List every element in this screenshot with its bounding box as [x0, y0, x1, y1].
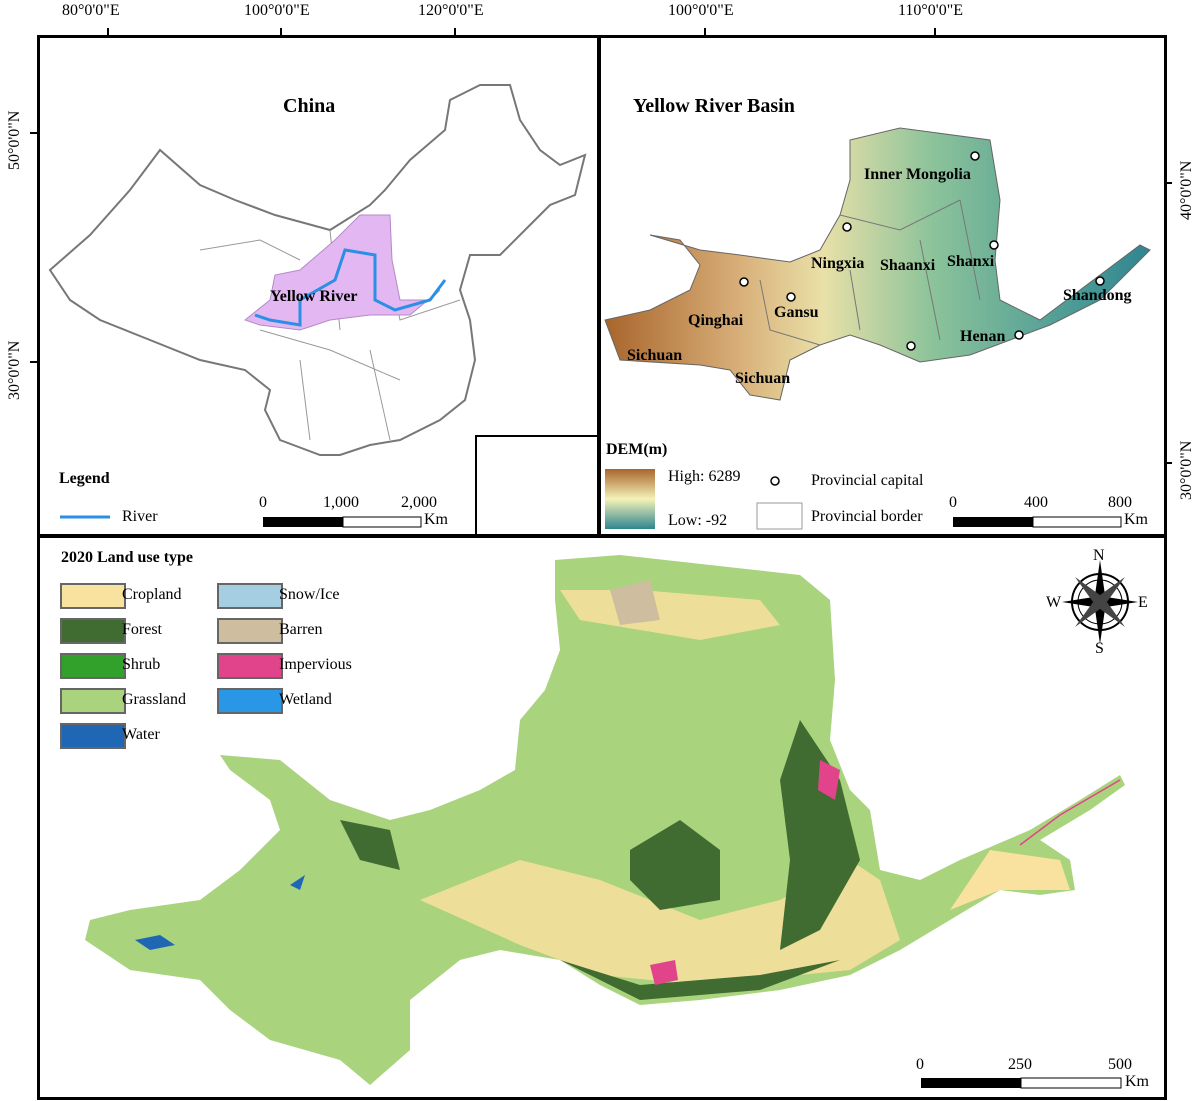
scale-label: 400 [1024, 494, 1048, 511]
province-label: Inner Mongolia [864, 166, 971, 183]
legend-label: Grassland [122, 691, 186, 708]
lat-tick: 50°0'0"N [6, 110, 23, 170]
provincial-capitals [739, 151, 1105, 486]
dem-low-label: Low: -92 [668, 512, 728, 529]
impervious-area [650, 960, 678, 985]
impervious-area [818, 760, 840, 800]
lon-tick: 110°0'0"E [898, 2, 963, 19]
province-label: Sichuan [735, 370, 791, 387]
province-label: Qinghai [688, 312, 744, 329]
legend-swatch-grassland [60, 688, 126, 714]
lon-tick: 120°0'0"E [418, 2, 484, 19]
province-label: Sichuan [627, 347, 683, 364]
legend-label: Impervious [279, 656, 352, 673]
legend-swatch-forest [60, 618, 126, 644]
lon-tick: 100°0'0"E [244, 2, 310, 19]
legend-label: Shrub [122, 656, 161, 673]
provincial-borders [759, 199, 981, 346]
province-label: Shaanxi [880, 257, 936, 274]
legend-swatch-water [60, 723, 126, 749]
legend-title: Legend [59, 470, 110, 487]
dem-colorbar [605, 469, 655, 529]
legend-swatch-barren [217, 618, 283, 644]
province-label: Gansu [774, 304, 819, 321]
yellow-river-line [254, 248, 447, 327]
forest-area [560, 960, 840, 1000]
legend-river-label: River [122, 508, 158, 525]
legend-label: Cropland [122, 586, 182, 603]
compass-e: E [1138, 594, 1148, 611]
legend-label: Water [122, 726, 160, 743]
scale-unit: Km [1125, 1073, 1149, 1090]
cropland-area [420, 860, 900, 985]
legend-swatch-impervious [217, 653, 283, 679]
scale-label: 2,000 [401, 494, 437, 511]
compass-s: S [1095, 640, 1104, 657]
province-label: Henan [960, 328, 1006, 345]
province-label: Shandong [1063, 287, 1132, 304]
dem-legend-title: DEM(m) [606, 441, 668, 458]
legend-label: Snow/Ice [279, 586, 340, 603]
water-area [290, 875, 305, 890]
compass-n: N [1093, 547, 1105, 564]
legend-label: Forest [122, 621, 162, 638]
land-use-panel [37, 535, 1167, 1100]
scale-label: 0 [259, 494, 267, 511]
lat-tick: 30°0'0"N [6, 340, 23, 400]
legend-swatch-wetland [217, 688, 283, 714]
china-title: China [283, 95, 336, 117]
basin-title: Yellow River Basin [633, 95, 795, 117]
capital-legend-label: Provincial capital [811, 472, 924, 489]
forest-area [630, 820, 720, 910]
lon-tick: 100°0'0"E [668, 2, 734, 19]
yellow-river-basin-area [243, 214, 441, 331]
compass-rose-icon [1062, 560, 1138, 644]
basin-dem [604, 127, 1151, 401]
legend-label: Wetland [279, 691, 332, 708]
border-legend-label: Provincial border [811, 508, 923, 525]
forest-area [340, 820, 400, 870]
province-label: Shanxi [947, 253, 995, 270]
dem-high-label: High: 6289 [668, 468, 741, 485]
scale-unit: Km [424, 511, 448, 528]
legend-label: Barren [279, 621, 323, 638]
scale-label: 500 [1108, 1056, 1132, 1073]
yellow-river-label: Yellow River [270, 288, 358, 305]
scale-label: 800 [1108, 494, 1132, 511]
cropland-area [950, 850, 1070, 910]
scale-label: 250 [1008, 1056, 1032, 1073]
lon-tick: 80°0'0"E [62, 2, 120, 19]
scale-label: 0 [916, 1056, 924, 1073]
lat-tick: 40°0'0"N [1178, 160, 1195, 220]
legend-swatch-shrub [60, 653, 126, 679]
land-use-legend-title: 2020 Land use type [61, 549, 194, 566]
water-area [135, 935, 175, 950]
river-line [1019, 779, 1121, 846]
legend-swatch-snow-ice [217, 583, 283, 609]
legend-swatch-cropland [60, 583, 126, 609]
scale-label: 1,000 [323, 494, 359, 511]
province-label: Ningxia [811, 255, 865, 272]
scale-label: 0 [949, 494, 957, 511]
provincial-border-swatch [756, 502, 803, 530]
forest-area [780, 720, 860, 950]
compass-w: W [1046, 594, 1062, 611]
lat-tick: 30°0'0"N [1178, 440, 1195, 500]
scale-unit: Km [1124, 511, 1148, 528]
barren-area [610, 580, 660, 625]
